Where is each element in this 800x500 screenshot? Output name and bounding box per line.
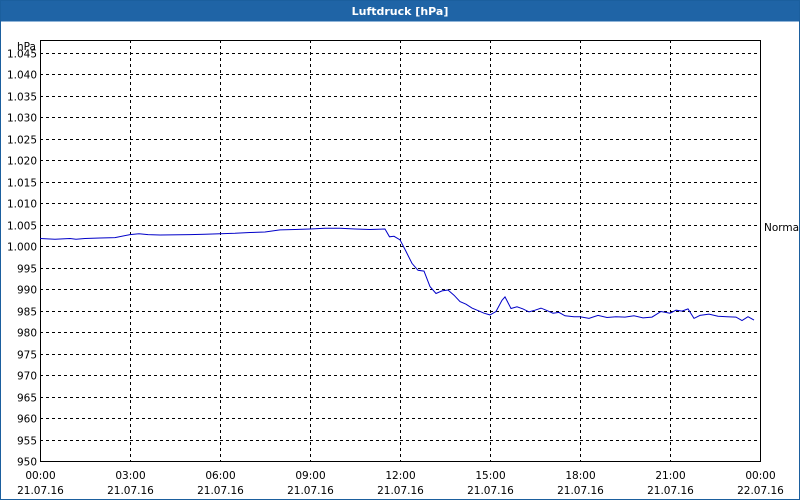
y-tick-label: 1.010: [7, 199, 37, 211]
x-tick-time: 00:00: [745, 470, 775, 482]
x-tick-time: 12:00: [385, 470, 415, 482]
x-tick-date: 21.07.16: [197, 485, 244, 497]
x-tick-time: 03:00: [115, 470, 145, 482]
y-tick-label: 980: [17, 328, 37, 340]
x-tick-time: 00:00: [25, 470, 55, 482]
pressure-series-line: [39, 227, 755, 322]
y-tick-label: 1.005: [7, 221, 37, 233]
y-axis-unit: hPa: [17, 41, 36, 53]
x-tick-time: 18:00: [565, 470, 595, 482]
x-tick-time: 09:00: [295, 470, 325, 482]
x-tick-date: 21.07.16: [467, 485, 514, 497]
label-layer: 950 955 960 965 970 975 980 985 990 995 1.000 1.005…: [7, 41, 800, 497]
chart-title: Luftdruck [hPa]: [1, 1, 799, 22]
y-tick-label: 955: [17, 436, 37, 448]
axis-layer: [40, 40, 761, 462]
y-tick-label: 965: [17, 393, 37, 405]
x-tick-date: 21.07.16: [287, 485, 334, 497]
y-tick-label: 1.000: [7, 242, 37, 254]
x-tick-time: 15:00: [475, 470, 505, 482]
x-tick-date: 21.07.16: [17, 485, 64, 497]
y-tick-label: 975: [17, 350, 37, 362]
series-layer: [39, 227, 755, 322]
x-tick-date: 22.07.16: [737, 485, 784, 497]
x-tick-date: 21.07.16: [377, 485, 424, 497]
y-tick-label: 960: [17, 414, 37, 426]
y-tick-label: 1.045: [7, 49, 37, 61]
y-tick-label: 950: [17, 457, 37, 469]
x-tick-date: 21.07.16: [107, 485, 154, 497]
y-tick-label: 1.030: [7, 113, 37, 125]
y-tick-label: 1.040: [7, 70, 37, 82]
y-tick-label: 1.035: [7, 92, 37, 104]
normal-reference-label: Normal: [764, 222, 800, 234]
grid-layer: [40, 40, 760, 461]
y-tick-label: 1.020: [7, 156, 37, 168]
x-tick-date: 21.07.16: [557, 485, 604, 497]
y-tick-label: 1.015: [7, 178, 37, 190]
x-tick-time: 06:00: [205, 470, 235, 482]
y-tick-label: 970: [17, 371, 37, 383]
y-tick-label: 985: [17, 307, 37, 319]
y-tick-label: 1.025: [7, 135, 37, 147]
x-tick-time: 21:00: [655, 470, 685, 482]
x-tick-date: 21.07.16: [647, 485, 694, 497]
y-tick-label: 990: [17, 285, 37, 297]
y-tick-label: 995: [17, 264, 37, 276]
plot-frame: [40, 40, 761, 462]
